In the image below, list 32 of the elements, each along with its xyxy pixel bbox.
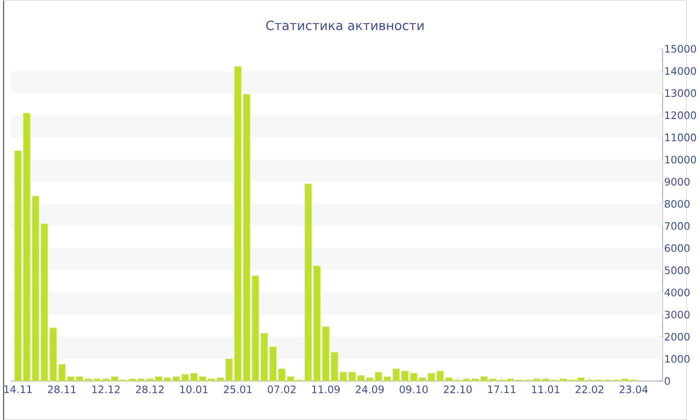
x-tick-label: 14.11 xyxy=(4,385,32,393)
chart-title: Статистика активности xyxy=(266,20,424,30)
x-tick-label: 24.09 xyxy=(356,385,384,394)
x-tick-label: 11.01 xyxy=(532,385,560,394)
y-tick-label: 0 xyxy=(664,377,670,385)
y-tick-label: 9000 xyxy=(664,178,690,186)
x-tick-label: 12.12 xyxy=(92,385,120,394)
x-tick-label: 22.10 xyxy=(444,385,472,394)
y-tick-label: 3000 xyxy=(664,310,690,318)
x-tick-label: 07.02 xyxy=(268,385,296,394)
y-tick-label: 6000 xyxy=(664,244,690,252)
y-tick-label: 15000 xyxy=(665,44,696,53)
x-tick-label: 17.11 xyxy=(488,385,516,393)
x-tick-label: 11.09 xyxy=(312,385,340,394)
x-tick-label: 09.10 xyxy=(400,385,428,394)
y-tick-label: 10000 xyxy=(665,156,696,164)
x-tick-label: 28.12 xyxy=(136,385,164,394)
y-tick-label: 13000 xyxy=(665,89,696,97)
y-tick-label: 12000 xyxy=(665,111,696,120)
x-tick-label: 23.04 xyxy=(620,385,648,394)
y-tick-label: 7000 xyxy=(664,222,690,230)
y-tick-label: 11000 xyxy=(665,133,696,142)
x-tick-label: 10.01 xyxy=(180,385,208,394)
y-tick-label: 8000 xyxy=(664,200,690,208)
y-tick-label: 1000 xyxy=(665,354,690,363)
x-tick-label: 28.11 xyxy=(48,385,76,394)
y-tick-label: 14000 xyxy=(665,67,696,75)
y-tick-label: 5000 xyxy=(664,266,690,274)
x-tick-label: 25.01 xyxy=(224,385,252,394)
y-tick-label: 2000 xyxy=(664,332,690,341)
x-tick-label: 22.02 xyxy=(576,385,604,394)
y-tick-label: 4000 xyxy=(664,288,690,296)
